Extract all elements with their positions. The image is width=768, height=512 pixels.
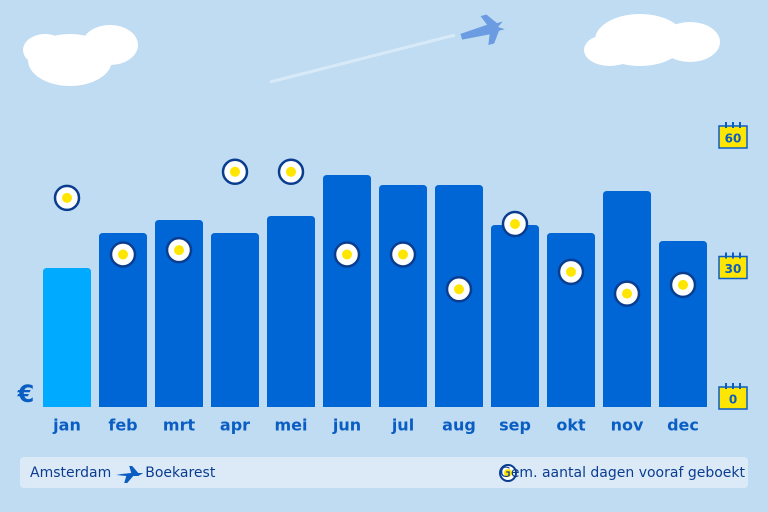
y2-tick-label: 60 bbox=[725, 132, 742, 146]
x-tick-label: mei bbox=[274, 416, 307, 435]
contrail bbox=[269, 33, 456, 84]
legend-marker-dot bbox=[504, 469, 512, 477]
dot bbox=[389, 241, 417, 268]
dot bbox=[557, 258, 585, 286]
dot bbox=[333, 241, 361, 268]
bar bbox=[155, 220, 203, 407]
dot bbox=[613, 280, 641, 307]
y2-tick bbox=[718, 383, 748, 410]
dot bbox=[221, 158, 249, 186]
bar bbox=[491, 225, 539, 407]
x-tick-label: apr bbox=[220, 416, 250, 435]
dot bbox=[501, 210, 529, 238]
dot bbox=[109, 241, 137, 268]
dot bbox=[445, 276, 473, 303]
bar bbox=[659, 241, 707, 407]
dot bbox=[669, 271, 697, 299]
legend-label: Gem. aantal dagen vooraf geboekt bbox=[500, 465, 746, 481]
dot bbox=[53, 184, 81, 212]
y2-tick bbox=[718, 122, 748, 149]
x-tick-label: sep bbox=[499, 416, 531, 435]
x-tick-label: mrt bbox=[163, 416, 196, 435]
x-tick-label: aug bbox=[442, 416, 476, 435]
clouds bbox=[23, 14, 720, 86]
x-tick-label: jul bbox=[391, 416, 414, 435]
footer bbox=[20, 457, 748, 488]
plane-icon bbox=[460, 14, 505, 46]
dot bbox=[277, 158, 305, 186]
x-tick-label: jun bbox=[332, 416, 361, 435]
y2-tick-label: 0 bbox=[729, 393, 737, 407]
y-axis-label: € bbox=[17, 380, 35, 408]
x-tick-label: feb bbox=[108, 416, 137, 435]
dot bbox=[165, 236, 193, 264]
bar bbox=[211, 233, 259, 407]
route-to: Boekarest bbox=[145, 465, 216, 481]
y2-tick bbox=[718, 252, 748, 280]
route-icon bbox=[116, 466, 144, 483]
bar bbox=[99, 233, 147, 407]
bar bbox=[379, 185, 427, 407]
route-from: Amsterdam bbox=[30, 465, 111, 481]
x-tick-label: nov bbox=[611, 416, 644, 435]
bar bbox=[43, 268, 91, 407]
x-tick-label: jan bbox=[52, 416, 81, 435]
y2-tick-label: 30 bbox=[725, 262, 742, 276]
bar bbox=[323, 175, 371, 407]
bar bbox=[267, 216, 315, 407]
x-tick-label: dec bbox=[667, 416, 699, 435]
x-tick-label: okt bbox=[556, 416, 586, 435]
